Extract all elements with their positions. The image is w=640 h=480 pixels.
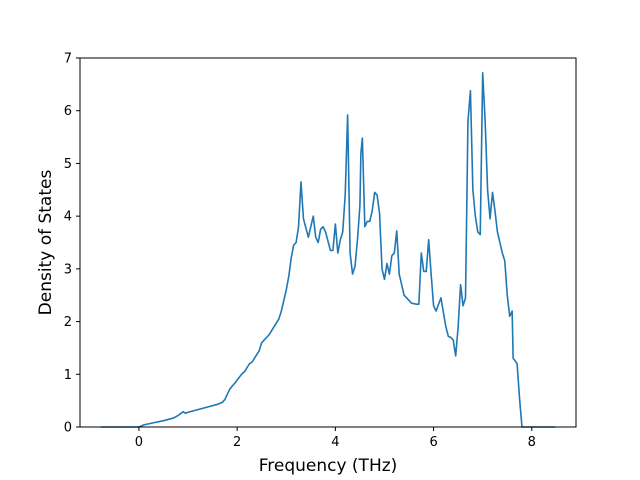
y-tick-label: 5 — [64, 157, 72, 172]
y-tick-label: 1 — [64, 368, 72, 383]
x-tick-label: 2 — [233, 435, 241, 450]
dos-series-line — [100, 71, 556, 428]
x-tick-label: 8 — [528, 435, 536, 450]
y-tick-label: 4 — [64, 210, 72, 225]
axes-frame — [79, 57, 577, 428]
plot-layer — [100, 71, 556, 428]
y-tick-label: 2 — [64, 315, 72, 330]
y-tick-label: 6 — [64, 104, 72, 119]
x-tick-label: 0 — [135, 435, 143, 450]
x-axis-title: Frequency (THz) — [259, 456, 398, 476]
tick-layer: 0 2 4 6 8 0 1 2 3 4 5 6 7 — [64, 52, 536, 451]
y-axis-title: Density of States — [36, 170, 56, 316]
y-tick-label: 3 — [64, 262, 72, 277]
x-tick-label: 6 — [429, 435, 437, 450]
y-tick-label: 7 — [64, 52, 72, 67]
y-tick-label: 0 — [64, 421, 72, 436]
x-tick-label: 4 — [331, 435, 339, 450]
